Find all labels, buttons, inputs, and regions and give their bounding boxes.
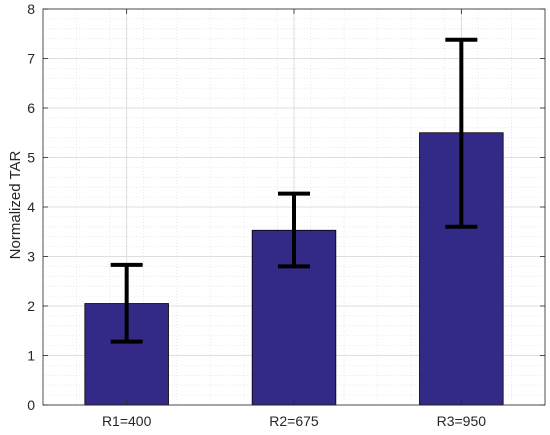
error-bar-3 (445, 37, 478, 229)
y-tick-label: 3 (27, 249, 35, 265)
y-tick-label: 4 (27, 199, 35, 215)
error-bar-1 (110, 262, 143, 344)
y-axis-label: Normalized TAR (7, 151, 24, 260)
axes (42, 8, 546, 406)
error-bar-2 (278, 191, 310, 269)
y-tick-label: 6 (27, 100, 35, 116)
error-bars (110, 37, 478, 344)
x-tick-labels: R1=400 R2=675 R3=950 (102, 413, 486, 429)
x-tick-label: R3=950 (437, 413, 487, 429)
y-tick-label: 1 (27, 348, 35, 364)
y-tick-label: 8 (27, 1, 35, 17)
y-tick-label: 0 (27, 397, 35, 413)
y-tick-label: 2 (27, 298, 35, 314)
y-tick-labels: 0 1 2 3 4 5 6 7 8 (27, 1, 35, 413)
y-tick-label: 5 (27, 150, 35, 166)
x-tick-label: R2=675 (269, 413, 319, 429)
y-tick-label: 7 (27, 51, 35, 67)
x-tick-label: R1=400 (102, 413, 152, 429)
